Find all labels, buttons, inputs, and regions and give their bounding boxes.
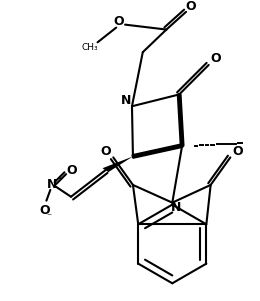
Text: N: N [121,94,131,107]
Text: +: + [56,174,63,183]
Text: ⁻: ⁻ [47,213,52,222]
Text: O: O [100,145,111,158]
Text: O: O [210,51,221,65]
Text: O: O [233,145,244,158]
Text: O: O [39,204,50,217]
Text: N: N [171,201,181,214]
Text: CH₃: CH₃ [81,43,98,52]
Text: O: O [113,15,124,28]
Text: O: O [67,164,77,177]
Polygon shape [102,157,133,172]
Text: N: N [47,178,57,191]
Text: O: O [186,0,196,14]
